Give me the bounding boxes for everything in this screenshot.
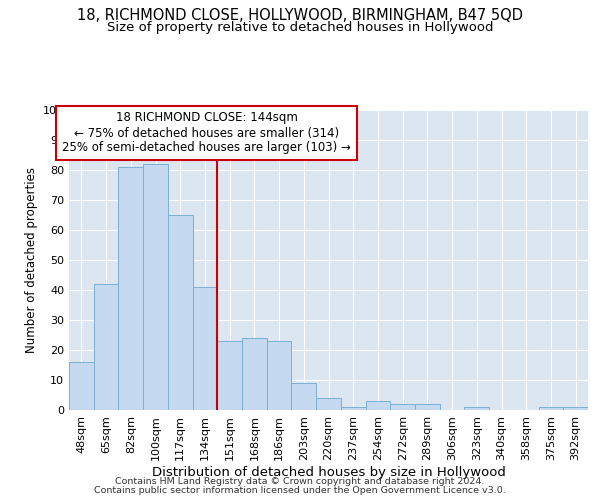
Bar bbox=[267, 341, 292, 410]
Bar bbox=[365, 401, 390, 410]
Text: Size of property relative to detached houses in Hollywood: Size of property relative to detached ho… bbox=[107, 21, 493, 34]
Bar bbox=[341, 407, 365, 410]
Text: 18 RICHMOND CLOSE: 144sqm
← 75% of detached houses are smaller (314)
25% of semi: 18 RICHMOND CLOSE: 144sqm ← 75% of detac… bbox=[62, 112, 351, 154]
Bar bbox=[69, 362, 94, 410]
Text: 18, RICHMOND CLOSE, HOLLYWOOD, BIRMINGHAM, B47 5QD: 18, RICHMOND CLOSE, HOLLYWOOD, BIRMINGHA… bbox=[77, 8, 523, 22]
Bar bbox=[292, 383, 316, 410]
Bar bbox=[118, 167, 143, 410]
Bar bbox=[242, 338, 267, 410]
Bar bbox=[193, 287, 217, 410]
Bar bbox=[390, 404, 415, 410]
Bar bbox=[143, 164, 168, 410]
Text: Contains HM Land Registry data © Crown copyright and database right 2024.: Contains HM Land Registry data © Crown c… bbox=[115, 477, 485, 486]
Y-axis label: Number of detached properties: Number of detached properties bbox=[25, 167, 38, 353]
Text: Contains public sector information licensed under the Open Government Licence v3: Contains public sector information licen… bbox=[94, 486, 506, 495]
Bar bbox=[168, 215, 193, 410]
Bar bbox=[539, 407, 563, 410]
Bar bbox=[94, 284, 118, 410]
Bar bbox=[316, 398, 341, 410]
X-axis label: Distribution of detached houses by size in Hollywood: Distribution of detached houses by size … bbox=[152, 466, 505, 478]
Bar bbox=[464, 407, 489, 410]
Bar bbox=[563, 407, 588, 410]
Bar bbox=[415, 404, 440, 410]
Bar bbox=[217, 341, 242, 410]
